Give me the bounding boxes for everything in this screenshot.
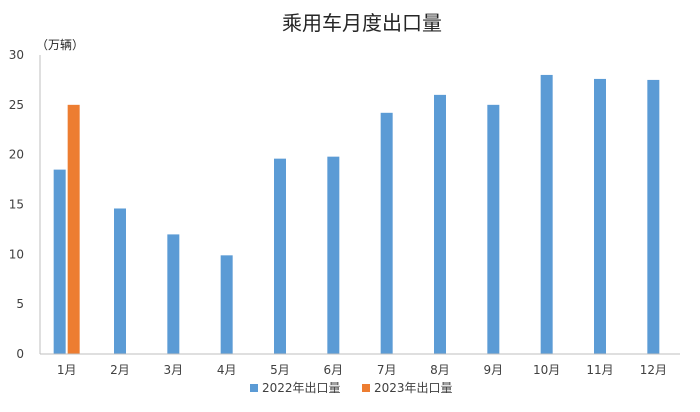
y-tick-label: 20 [9,148,24,162]
bar-2022-6 [327,156,340,354]
y-axis-ticks: 0 5 10 15 20 25 30 [9,48,24,361]
y-tick-label: 25 [9,98,24,112]
chart-title: 乘用车月度出口量 [282,11,442,35]
x-tick-label: 7月 [377,363,397,377]
y-tick-label: 15 [9,198,24,212]
bar-2022-8 [434,94,446,354]
bar-2022-3 [167,234,180,354]
bar-2022-4 [220,255,233,354]
x-tick-label: 9月 [484,363,504,377]
x-tick-label: 12月 [640,363,667,377]
x-tick-label: 5月 [270,363,290,377]
bar-2022-7 [380,112,393,354]
legend-swatch-2023 [362,384,370,392]
bar-2022-10 [540,74,553,354]
y-tick-label: 10 [9,247,24,261]
y-tick-label: 5 [16,297,24,311]
x-tick-label: 2月 [110,363,130,377]
x-tick-label: 4月 [217,363,237,377]
y-axis-unit-label: （万辆） [36,38,84,52]
bar-2022-9 [487,104,500,354]
bar-2022-1 [53,169,66,354]
bar-2022-5 [274,158,286,354]
x-tick-label: 8月 [430,363,450,377]
bar-2022-2 [114,208,126,354]
x-tick-label: 3月 [164,363,184,377]
x-tick-label: 6月 [324,363,344,377]
bar-2022-12 [647,79,660,355]
bars-group [53,74,660,355]
x-tick-label: 10月 [533,363,560,377]
legend-swatch-2022 [250,384,258,392]
bar-2023-1 [67,104,80,354]
bar-2022-11 [594,78,606,355]
legend-label-2023: 2023年出口量 [374,381,453,395]
x-axis-ticks: 1月 2月 3月 4月 5月 6月 7月 8月 9月 10月 11月 12月 [57,363,667,377]
legend-label-2022: 2022年出口量 [262,381,341,395]
x-tick-label: 11月 [586,363,613,377]
chart-legend: 2022年出口量 2023年出口量 [250,381,453,395]
y-tick-label: 30 [9,48,24,62]
y-tick-label: 0 [16,347,24,361]
x-tick-label: 1月 [57,363,77,377]
